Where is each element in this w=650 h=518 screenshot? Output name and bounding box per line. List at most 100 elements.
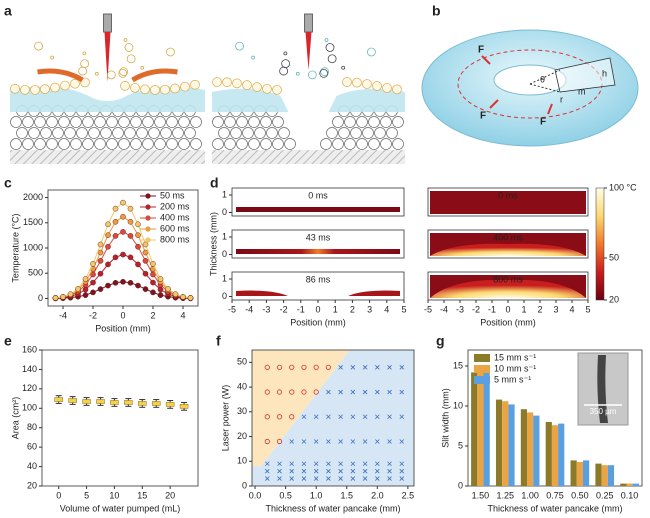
particle (224, 116, 236, 128)
data-point (313, 389, 319, 395)
y-tick-label: 1 (222, 189, 227, 199)
data-point (276, 438, 283, 445)
ejected-particle (82, 51, 87, 56)
bar (632, 483, 639, 486)
data-point (387, 461, 392, 467)
x-tick-label: 2.0 (371, 490, 384, 500)
y-tick-label: 0 (222, 291, 227, 301)
particle (260, 116, 272, 128)
bar (471, 372, 478, 486)
data-point (387, 414, 392, 420)
data-point (326, 439, 331, 444)
y-tick-label: 80 (27, 422, 37, 432)
h-label: h (602, 68, 607, 78)
data-point (399, 389, 405, 395)
particle (224, 138, 236, 150)
particle (212, 138, 224, 150)
data-point (399, 461, 405, 467)
x-tick-label: 1.00 (521, 490, 539, 500)
data-point (301, 461, 307, 467)
x-axis-label: Volume of water pumped (mL) (60, 503, 181, 513)
surface-particle (160, 84, 170, 95)
colorbar-label: 50 (609, 252, 619, 262)
data-point (67, 291, 74, 297)
data-point (301, 476, 307, 481)
wedge (554, 57, 616, 93)
particle (362, 127, 374, 139)
data-point (301, 468, 307, 474)
particle (94, 116, 106, 128)
data-point (326, 389, 331, 395)
field-layer (236, 249, 400, 254)
data-point (105, 221, 111, 228)
torus-hole (493, 64, 567, 96)
particle (76, 127, 88, 139)
data-point (375, 439, 380, 444)
data-point (289, 476, 295, 481)
data-point (313, 364, 319, 370)
data-point (313, 439, 319, 444)
force-label: F (478, 45, 484, 56)
data-point (289, 461, 295, 467)
x-tick-label: 5 (585, 304, 590, 314)
data-point (112, 205, 119, 212)
data-point (150, 279, 156, 286)
legend-swatch (474, 354, 490, 362)
force-mark (547, 103, 553, 115)
x-tick-label: 1.50 (472, 490, 490, 500)
time-label: 400 ms (493, 232, 523, 242)
data-point (82, 292, 89, 298)
data-point (157, 292, 164, 298)
particle (94, 138, 106, 150)
particle (344, 116, 356, 128)
region (252, 350, 350, 467)
x-tick-label: 5 (401, 304, 406, 314)
data-point (82, 399, 91, 404)
y-tick-label: 5 (458, 440, 463, 450)
data-point (265, 461, 270, 467)
x-tick-label: 4 (384, 304, 389, 314)
x-tick-label: -2 (472, 304, 480, 314)
x-tick-label: 15 (137, 490, 147, 500)
data-point (362, 414, 368, 420)
field-layer (236, 290, 288, 296)
ejected-particle (124, 43, 134, 52)
data-point (399, 468, 405, 474)
surface-particle (30, 85, 40, 95)
bar (620, 483, 627, 486)
surface-particle (242, 80, 252, 90)
data-point (313, 468, 319, 474)
data-point (338, 389, 343, 395)
y-axis-label: Slit width (mm) (440, 388, 450, 448)
x-tick-label: 0.10 (621, 490, 639, 500)
x-tick-label: 3 (367, 304, 372, 314)
bar (495, 399, 503, 486)
legend-label: 400 ms (160, 212, 190, 222)
particle (112, 127, 124, 139)
data-point (399, 476, 405, 481)
bar (601, 465, 608, 486)
data-point (142, 286, 149, 292)
data-point (375, 461, 380, 467)
surface-particle (120, 81, 130, 91)
surface-particle (252, 82, 262, 92)
data-point (97, 249, 104, 256)
particle (368, 138, 380, 150)
data-point (338, 468, 343, 474)
y-axis-label: Thickness (mm) (208, 212, 218, 276)
panel-label: e (4, 333, 12, 349)
y-tick-label: 30 (237, 406, 247, 416)
ejected-particle (281, 59, 291, 69)
data-point (150, 261, 156, 267)
particle (136, 127, 148, 139)
field-frame (231, 229, 405, 259)
particle (130, 116, 142, 128)
legend-swatch (474, 376, 490, 384)
particle (106, 116, 118, 128)
bar (626, 483, 633, 486)
time-label: 86 ms (306, 274, 331, 284)
data-point (120, 251, 126, 258)
data-point (127, 254, 134, 261)
field-layer (348, 290, 400, 296)
surface-particle (60, 80, 70, 91)
